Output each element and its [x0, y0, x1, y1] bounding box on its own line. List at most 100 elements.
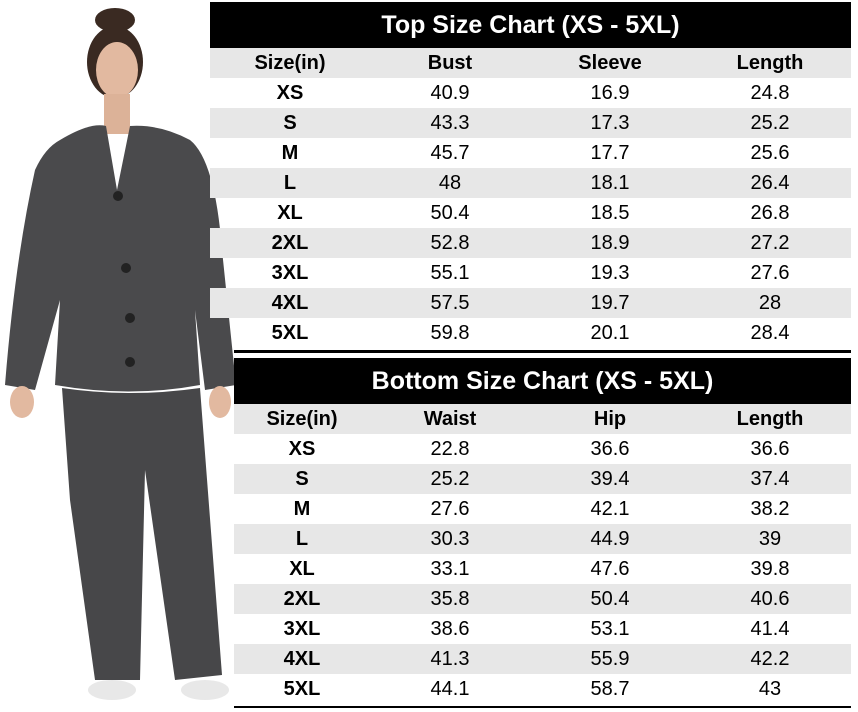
size-label: S — [295, 468, 309, 490]
table-row: XS 40.9 16.9 24.8 — [210, 78, 851, 108]
measurement-cell: 19.3 — [590, 262, 630, 284]
measurement-cell: 18.5 — [590, 202, 630, 224]
measurement-cell: 41.3 — [430, 648, 470, 670]
table-header-row: Size(in) Bust Sleeve Length — [210, 48, 851, 78]
measurement-cell: 36.6 — [750, 438, 790, 460]
measurement-cell: 26.8 — [750, 202, 790, 224]
column-header: Waist — [423, 408, 477, 430]
column-header: Size(in) — [254, 52, 326, 74]
button-icon — [125, 313, 135, 323]
measurement-cell: 28 — [758, 292, 782, 314]
measurement-cell: 42.1 — [590, 498, 630, 520]
measurement-cell: 38.2 — [750, 498, 790, 520]
measurement-cell: 27.2 — [750, 232, 790, 254]
measurement-cell: 39 — [758, 528, 782, 550]
table-row: 3XL 38.6 53.1 41.4 — [234, 614, 851, 644]
model-photo — [5, 8, 236, 700]
table-header-row: Size(in) Waist Hip Length — [234, 404, 851, 434]
top-size-chart: Top Size Chart (XS - 5XL) Size(in) Bust Sl… — [210, 2, 851, 348]
column-header: Sleeve — [578, 52, 642, 74]
measurement-cell: 55.9 — [590, 648, 630, 670]
size-label: M — [281, 142, 299, 164]
measurement-cell: 28.4 — [750, 322, 790, 344]
button-icon — [113, 191, 123, 201]
column-header: Hip — [593, 408, 627, 430]
hand-right — [209, 386, 231, 418]
measurement-cell: 38.6 — [430, 618, 470, 640]
measurement-cell: 50.4 — [430, 202, 470, 224]
size-label: XS — [288, 438, 316, 460]
table-row: 4XL 57.5 19.7 28 — [210, 288, 851, 318]
measurement-cell: 16.9 — [590, 82, 630, 104]
measurement-cell: 40.6 — [750, 588, 790, 610]
measurement-cell: 33.1 — [430, 558, 470, 580]
size-label: 4XL — [271, 292, 309, 314]
table-row: L 48 18.1 26.4 — [210, 168, 851, 198]
column-header: Length — [736, 52, 804, 74]
measurement-cell: 17.7 — [590, 142, 630, 164]
measurement-cell: 25.2 — [430, 468, 470, 490]
measurement-cell: 59.8 — [430, 322, 470, 344]
measurement-cell: 27.6 — [430, 498, 470, 520]
measurement-cell: 57.5 — [430, 292, 470, 314]
measurement-cell: 53.1 — [590, 618, 630, 640]
shoe-right — [181, 680, 229, 700]
shoe-left — [88, 680, 136, 700]
measurement-cell: 39.4 — [590, 468, 630, 490]
size-label: 3XL — [283, 618, 321, 640]
column-header: Size(in) — [266, 408, 338, 430]
measurement-cell: 26.4 — [750, 172, 790, 194]
table-row: L 30.3 44.9 39 — [234, 524, 851, 554]
measurement-cell: 22.8 — [430, 438, 470, 460]
size-label: 3XL — [271, 262, 309, 284]
measurement-cell: 42.2 — [750, 648, 790, 670]
table-row: 4XL 41.3 55.9 42.2 — [234, 644, 851, 674]
measurement-cell: 18.9 — [590, 232, 630, 254]
trousers — [62, 388, 222, 680]
button-icon — [121, 263, 131, 273]
measurement-cell: 50.4 — [590, 588, 630, 610]
table-row: S 43.3 17.3 25.2 — [210, 108, 851, 138]
button-icon — [125, 357, 135, 367]
hand-left — [10, 386, 34, 418]
size-label: XL — [289, 558, 315, 580]
measurement-cell: 47.6 — [590, 558, 630, 580]
neck — [104, 94, 130, 134]
hair-bun — [95, 8, 135, 32]
size-label: L — [283, 172, 297, 194]
measurement-cell: 36.6 — [590, 438, 630, 460]
divider — [234, 350, 851, 353]
measurement-cell: 19.7 — [590, 292, 630, 314]
measurement-cell: 58.7 — [590, 678, 630, 700]
table-row: XL 33.1 47.6 39.8 — [234, 554, 851, 584]
column-header: Bust — [427, 52, 473, 74]
measurement-cell: 18.1 — [590, 172, 630, 194]
size-label: XS — [276, 82, 304, 104]
size-label: 5XL — [283, 678, 321, 700]
divider — [234, 706, 851, 708]
table-row: 2XL 35.8 50.4 40.6 — [234, 584, 851, 614]
table-row: XS 22.8 36.6 36.6 — [234, 434, 851, 464]
size-label: M — [293, 498, 311, 520]
measurement-cell: 24.8 — [750, 82, 790, 104]
measurement-cell: 43 — [758, 678, 782, 700]
table-row: XL 50.4 18.5 26.8 — [210, 198, 851, 228]
measurement-cell: 39.8 — [750, 558, 790, 580]
measurement-cell: 37.4 — [750, 468, 790, 490]
measurement-cell: 45.7 — [430, 142, 470, 164]
bottom-chart-title: Bottom Size Chart (XS - 5XL) — [234, 358, 851, 404]
measurement-cell: 35.8 — [430, 588, 470, 610]
measurement-cell: 27.6 — [750, 262, 790, 284]
top-chart-title: Top Size Chart (XS - 5XL) — [210, 2, 851, 48]
measurement-cell: 44.9 — [590, 528, 630, 550]
table-row: 5XL 44.1 58.7 43 — [234, 674, 851, 704]
measurement-cell: 55.1 — [430, 262, 470, 284]
measurement-cell: 40.9 — [430, 82, 470, 104]
measurement-cell: 20.1 — [590, 322, 630, 344]
measurement-cell: 25.6 — [750, 142, 790, 164]
size-label: XL — [277, 202, 303, 224]
size-label: 5XL — [271, 322, 309, 344]
table-row: M 27.6 42.1 38.2 — [234, 494, 851, 524]
face — [96, 42, 138, 98]
table-row: 2XL 52.8 18.9 27.2 — [210, 228, 851, 258]
